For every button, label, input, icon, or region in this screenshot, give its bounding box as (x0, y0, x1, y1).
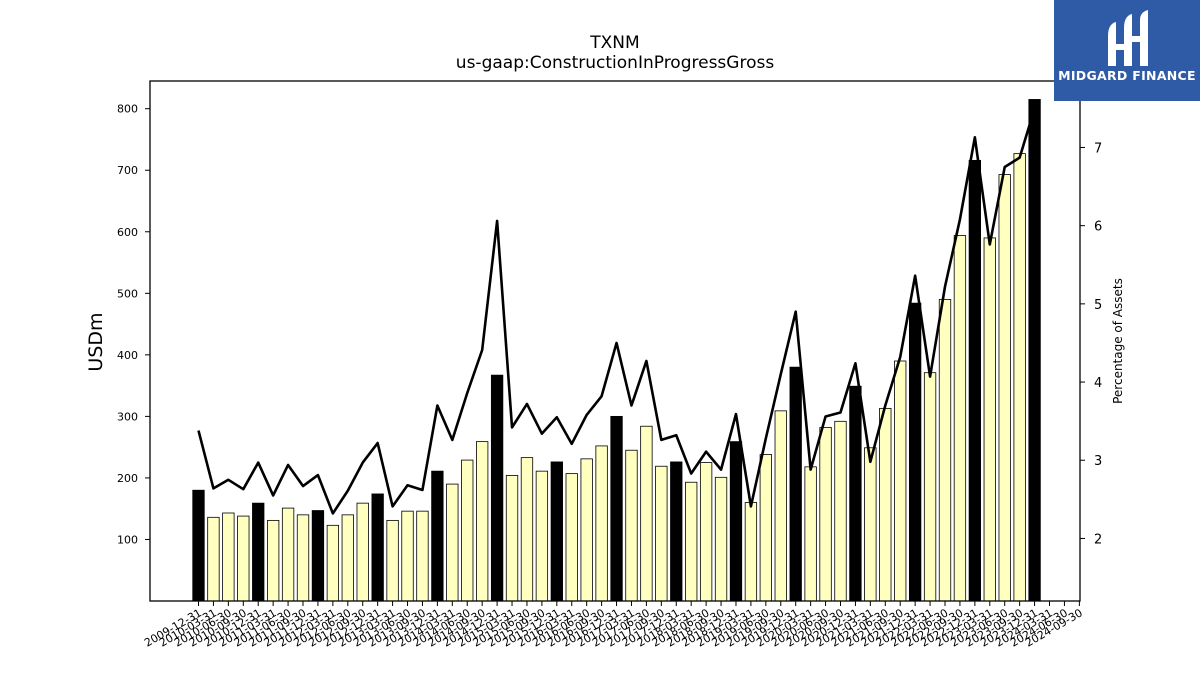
bar (729, 441, 743, 602)
bar (655, 465, 668, 602)
bar (580, 458, 593, 602)
bar (640, 425, 653, 602)
bar (894, 360, 907, 602)
bar (237, 515, 250, 602)
bar (819, 427, 832, 602)
bar (938, 299, 952, 602)
bar (281, 507, 295, 602)
bar (505, 475, 519, 602)
pct-assets-line (197, 107, 1036, 515)
bar (476, 441, 489, 602)
y2-tick-label: 4 (1094, 376, 1102, 391)
y2-tick-label: 6 (1094, 220, 1102, 235)
bar (565, 473, 578, 602)
bar (685, 481, 698, 602)
bar (849, 385, 862, 602)
y2-axis-label: Percentage of Assets (1111, 278, 1125, 404)
bar (386, 519, 399, 602)
bar (311, 510, 325, 602)
bar (953, 235, 967, 602)
y-tick-label: 200 (117, 472, 138, 485)
bar (1013, 153, 1026, 602)
bar (998, 174, 1011, 602)
bar (879, 407, 892, 602)
midgard-logo-icon (1108, 10, 1148, 66)
bar (595, 445, 608, 602)
y2-tick-label: 3 (1094, 454, 1102, 469)
bar (759, 454, 772, 602)
bar (968, 159, 982, 602)
brand-name: MIDGARD FINANCE (1058, 68, 1196, 83)
bar (864, 447, 877, 602)
bar (804, 466, 817, 602)
midgard-finance-logo: MIDGARD FINANCE (1054, 0, 1200, 101)
y2-tick-label: 7 (1094, 141, 1102, 156)
y-tick-label: 400 (117, 349, 138, 362)
bar (670, 461, 683, 602)
bar (774, 410, 787, 602)
bar (834, 420, 847, 602)
y-tick-label: 300 (117, 410, 138, 423)
bar (341, 514, 354, 602)
bar (266, 519, 280, 602)
chart-subtitle: us-gaap:ConstructionInProgressGross (455, 53, 775, 73)
plot-frame (149, 80, 1081, 602)
bar (625, 449, 638, 602)
y2-tick-label: 2 (1094, 532, 1102, 547)
bar (610, 415, 623, 602)
y-tick-label: 100 (117, 533, 138, 546)
bar (923, 372, 937, 602)
bar (461, 459, 474, 602)
bar (446, 483, 459, 602)
y-axis-label: USDm (85, 312, 107, 371)
y-tick-label: 700 (117, 164, 138, 177)
bar (1028, 99, 1041, 602)
bar (550, 461, 563, 602)
bar (744, 502, 758, 602)
bar (371, 493, 384, 602)
chart-title: TXNM (590, 33, 640, 53)
y-tick-label: 500 (117, 287, 138, 300)
bar (222, 512, 235, 602)
bar (431, 470, 444, 602)
bar (192, 489, 205, 602)
bar (401, 510, 414, 602)
bar (356, 502, 369, 602)
bar (490, 374, 504, 602)
y2-tick-label: 5 (1094, 298, 1102, 313)
bar (699, 462, 713, 602)
bar (416, 510, 429, 602)
bar (535, 470, 549, 602)
bar (520, 457, 534, 602)
bar (983, 237, 996, 602)
bar (326, 524, 340, 602)
bar (252, 502, 265, 602)
y-tick-label: 600 (117, 226, 138, 239)
bar (714, 476, 728, 602)
bar (207, 516, 220, 602)
bar (296, 514, 310, 602)
bar (789, 366, 802, 602)
y-tick-label: 800 (117, 103, 138, 116)
bar (908, 302, 922, 602)
